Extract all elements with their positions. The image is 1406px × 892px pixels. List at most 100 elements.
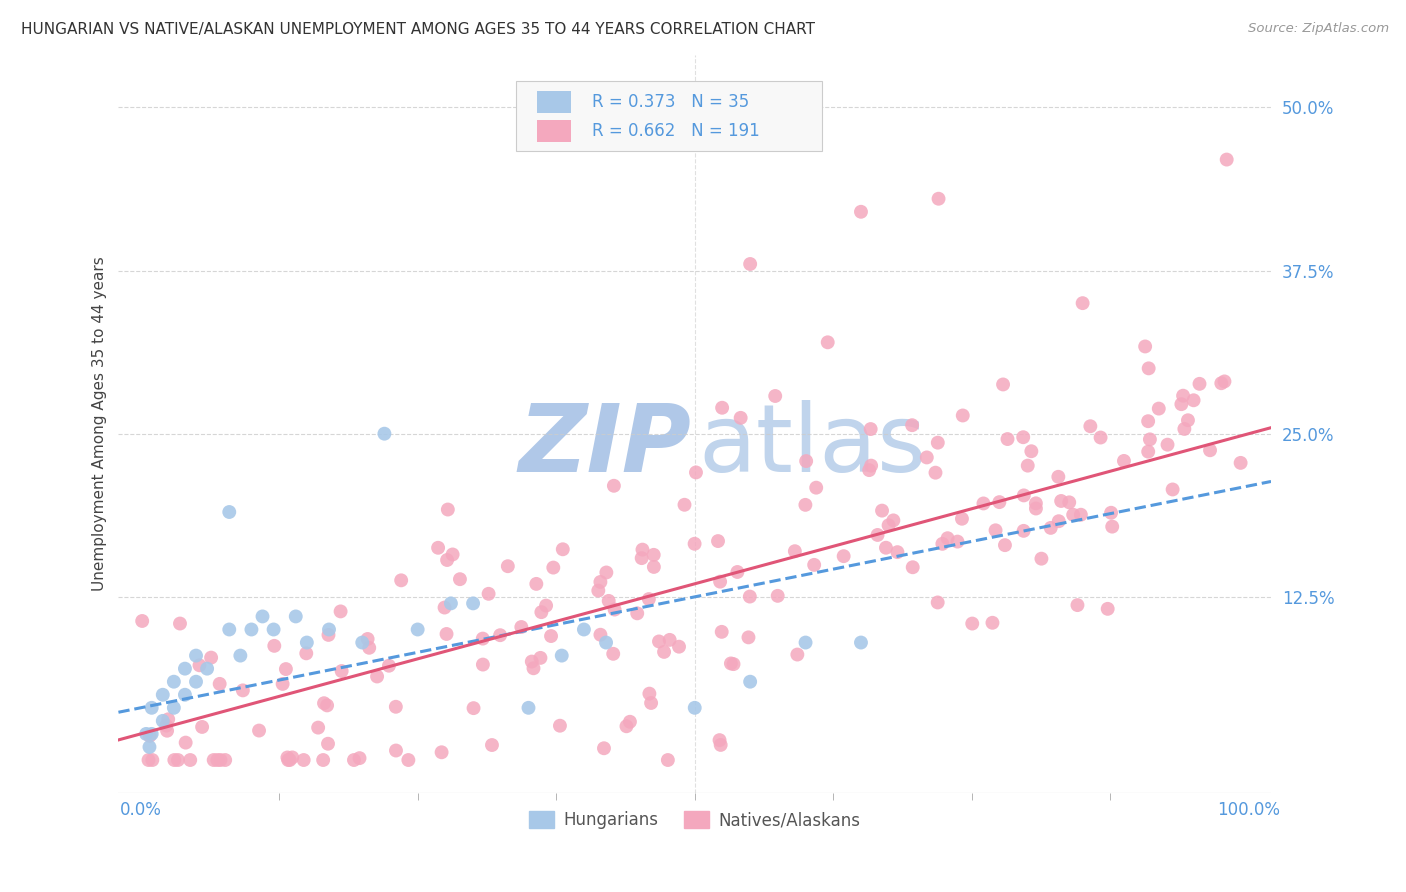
Point <box>530 605 553 619</box>
Point <box>1112 454 1135 468</box>
Point <box>463 701 485 715</box>
Point <box>730 410 752 425</box>
Point <box>218 623 240 637</box>
Point <box>803 558 825 572</box>
Point <box>598 594 620 608</box>
Point <box>1101 519 1123 533</box>
Text: ZIP: ZIP <box>519 400 692 492</box>
Point <box>870 503 893 517</box>
Point <box>240 623 263 637</box>
Point <box>1199 443 1222 458</box>
Point <box>1215 153 1237 167</box>
Point <box>652 645 675 659</box>
Point <box>927 435 949 450</box>
Point <box>138 753 160 767</box>
Point <box>163 753 186 767</box>
Point <box>1017 458 1039 473</box>
Point <box>626 607 648 621</box>
Point <box>738 590 761 604</box>
Point <box>832 549 855 564</box>
Point <box>214 753 236 767</box>
Point <box>595 635 617 649</box>
Point <box>522 661 544 675</box>
Point <box>152 714 174 728</box>
Point <box>184 648 207 663</box>
Point <box>630 551 652 566</box>
Point <box>658 632 681 647</box>
Point <box>551 648 574 663</box>
Point <box>278 753 301 767</box>
Point <box>430 745 453 759</box>
Point <box>952 409 974 423</box>
Point <box>1062 508 1084 522</box>
Point <box>396 753 419 767</box>
Point <box>588 583 610 598</box>
Point <box>1012 488 1035 502</box>
Point <box>1137 414 1160 428</box>
Point <box>595 566 617 580</box>
Point <box>389 574 412 588</box>
Point <box>263 639 285 653</box>
Point <box>849 204 872 219</box>
Point <box>725 565 748 579</box>
Point <box>359 640 381 655</box>
Point <box>997 432 1019 446</box>
Point <box>643 548 665 562</box>
Point <box>1177 413 1199 427</box>
Point <box>981 615 1004 630</box>
Point <box>157 712 180 726</box>
Point <box>191 720 214 734</box>
Point <box>1161 483 1184 497</box>
Point <box>991 377 1014 392</box>
Point <box>994 538 1017 552</box>
Point <box>141 701 163 715</box>
FancyBboxPatch shape <box>537 91 571 112</box>
Point <box>318 623 340 637</box>
Point <box>984 524 1007 538</box>
Point <box>312 696 335 710</box>
Point <box>548 719 571 733</box>
Point <box>316 698 339 713</box>
Point <box>208 677 231 691</box>
Point <box>1050 494 1073 508</box>
Point <box>174 662 197 676</box>
Point <box>1133 339 1156 353</box>
Point <box>603 479 626 493</box>
Point <box>200 650 222 665</box>
Point <box>640 696 662 710</box>
Point <box>1139 433 1161 447</box>
Point <box>859 422 882 436</box>
Point <box>710 624 733 639</box>
Point <box>195 662 218 676</box>
Point <box>637 592 659 607</box>
Point <box>931 537 953 551</box>
Point <box>295 646 318 660</box>
Text: HUNGARIAN VS NATIVE/ALASKAN UNEMPLOYMENT AMONG AGES 35 TO 44 YEARS CORRELATION C: HUNGARIAN VS NATIVE/ALASKAN UNEMPLOYMENT… <box>21 22 815 37</box>
Point <box>141 753 163 767</box>
Point <box>858 463 880 477</box>
Point <box>307 721 329 735</box>
Point <box>517 701 540 715</box>
Point <box>540 629 562 643</box>
Point <box>720 657 742 671</box>
Point <box>163 674 186 689</box>
Point <box>1031 551 1053 566</box>
Point <box>274 662 297 676</box>
Point <box>709 574 731 589</box>
Point <box>295 635 318 649</box>
Point <box>603 602 626 616</box>
Point <box>202 753 225 767</box>
Point <box>138 739 160 754</box>
Point <box>924 466 946 480</box>
Point <box>436 553 458 567</box>
Point <box>330 664 353 678</box>
Point <box>349 751 371 765</box>
Point <box>141 727 163 741</box>
Text: atlas: atlas <box>699 400 927 492</box>
Point <box>1229 456 1251 470</box>
Point <box>276 750 298 764</box>
Point <box>806 481 828 495</box>
Point <box>1047 470 1070 484</box>
Point <box>616 719 638 733</box>
Point <box>1170 397 1192 411</box>
